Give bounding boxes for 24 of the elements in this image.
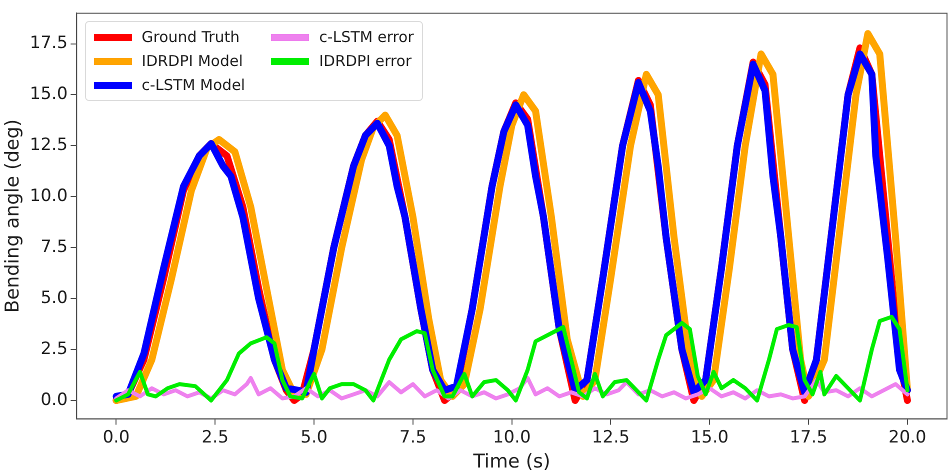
- legend-label: c-LSTM error: [319, 28, 414, 46]
- y-tick-label: 7.5: [40, 237, 68, 258]
- x-tick-label: 17.5: [790, 427, 828, 448]
- legend-label: IDRDPI error: [319, 52, 412, 70]
- legend-label: c-LSTM Model: [142, 76, 246, 94]
- x-axis-title: Time (s): [472, 450, 550, 473]
- legend-label: IDRDPI Model: [142, 52, 243, 70]
- x-tick-label: 15.0: [690, 427, 729, 448]
- x-tick-label: 10.0: [492, 427, 531, 448]
- y-tick-label: 5.0: [40, 288, 68, 308]
- y-tick-label: 2.5: [40, 338, 68, 359]
- x-tick-label: 2.5: [202, 427, 229, 448]
- x-tick-label: 7.5: [399, 427, 426, 448]
- y-tick-label: 15.0: [30, 84, 68, 104]
- y-tick-label: 0.0: [40, 390, 68, 410]
- legend-label: Ground Truth: [142, 28, 240, 46]
- x-tick-label: 5.0: [300, 427, 328, 448]
- y-tick-label: 12.5: [30, 135, 68, 156]
- y-tick-label: 10.0: [30, 186, 68, 206]
- x-tick-label: 0.0: [102, 427, 130, 448]
- x-tick-label: 12.5: [592, 427, 630, 448]
- y-tick-label: 17.5: [30, 33, 68, 54]
- y-axis-title: Bending angle (deg): [1, 119, 24, 313]
- x-tick-label: 20.0: [888, 427, 926, 448]
